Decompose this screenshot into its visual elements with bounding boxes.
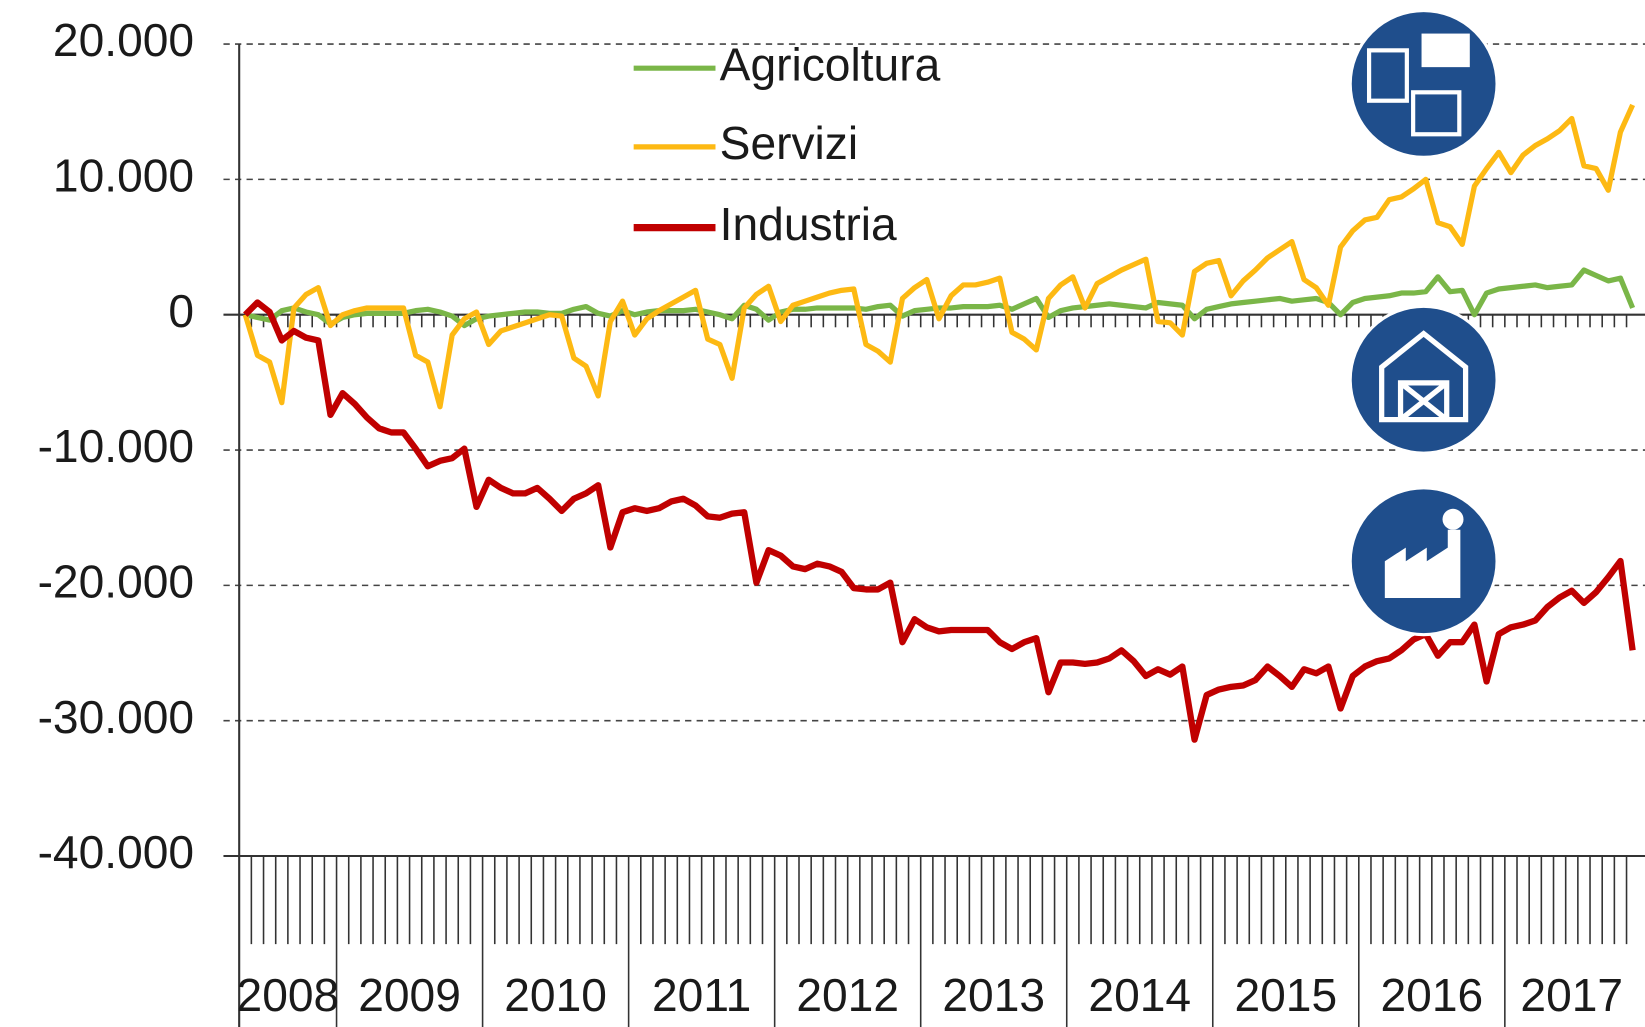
y-tick-label: -10.000 [38,420,195,472]
series-line [242,103,1636,410]
icon-shape [1411,90,1462,137]
y-tick-label: 0 [168,285,194,337]
y-tick-label: 10.000 [53,150,194,202]
y-tick-label: 20.000 [53,14,194,66]
x-tick-label: 2015 [1234,969,1337,1021]
legend-label: Industria [720,198,897,250]
y-tick-label: -30.000 [38,691,195,743]
x-tick-label: 2014 [1088,969,1191,1021]
y-tick-label: -40.000 [38,826,195,878]
x-tick-label: 2017 [1520,969,1623,1021]
icon-shape [1442,508,1464,530]
series-line [243,299,1636,743]
sector-icons [1348,8,1499,637]
agriculture-icon [1348,304,1499,455]
legend-label: Agricoltura [720,38,941,90]
y-tick-label: -20.000 [38,556,195,608]
legend-label: Servizi [720,117,858,169]
x-tick-label: 2008 [237,969,340,1021]
icon-shape [1384,529,1461,598]
icon-shape [1421,33,1470,68]
x-tick-label: 2009 [358,969,461,1021]
x-tick-label: 2013 [942,969,1045,1021]
x-tick-label: 2011 [652,969,751,1021]
x-tick-label: 2016 [1380,969,1483,1021]
icon-shape [1366,48,1409,103]
x-tick-label: 2010 [504,969,607,1021]
x-tick-label: 2012 [796,969,899,1021]
icon-shape [1379,330,1469,423]
